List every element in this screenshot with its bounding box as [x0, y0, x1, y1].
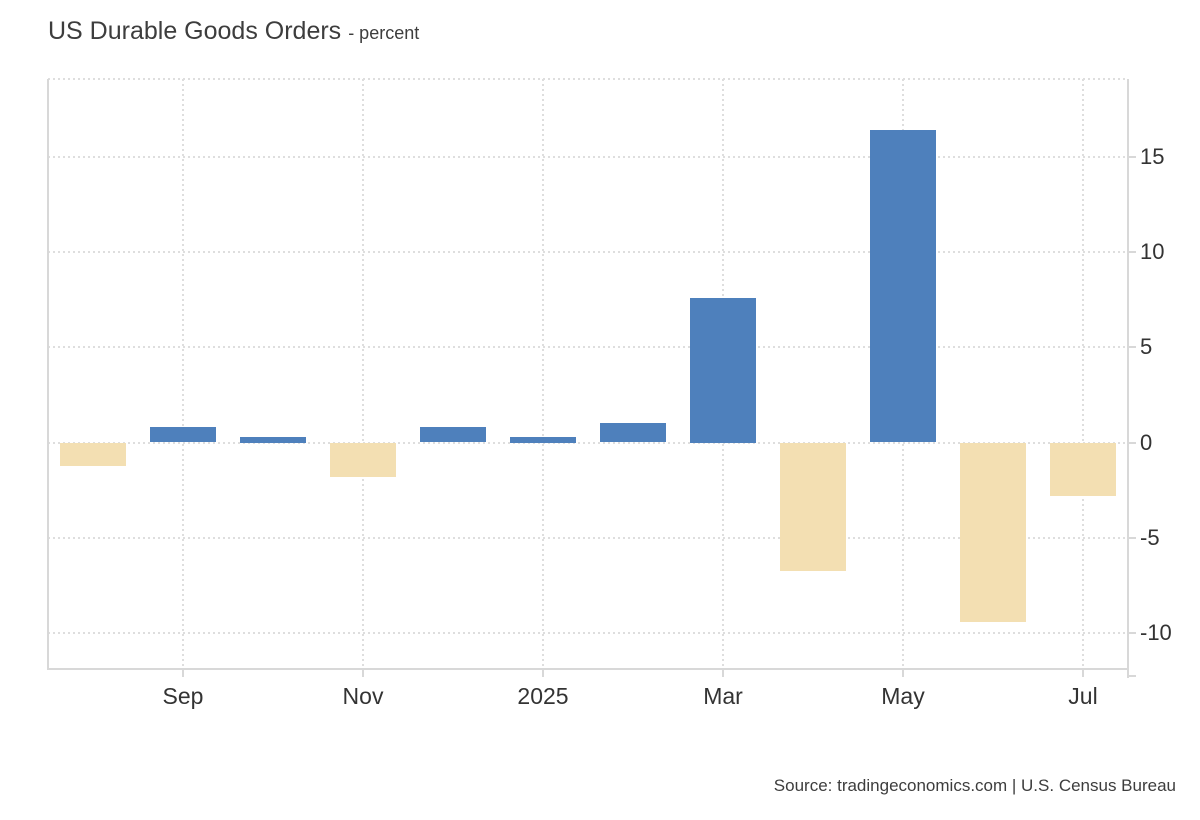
x-tick-mark — [902, 670, 904, 677]
gridline-x-Sep — [182, 79, 184, 669]
gridline-y-15 — [48, 156, 1128, 158]
page-subtitle: - percent — [348, 23, 420, 43]
x-tick-mark — [1082, 670, 1084, 677]
y-tick-mark — [1129, 442, 1136, 444]
gridline-y-10 — [48, 251, 1128, 253]
bar-9[interactable] — [870, 130, 936, 442]
gridline-x-Nov — [362, 79, 364, 669]
gridline-y-0 — [48, 442, 1128, 444]
x-tick-label: Nov — [342, 683, 384, 709]
x-tick-mark — [362, 670, 364, 677]
y-tick-label: 15 — [1140, 144, 1165, 169]
x-tick-label: May — [881, 683, 925, 709]
bar-11[interactable] — [1050, 443, 1116, 496]
y-tick-label: 10 — [1140, 239, 1165, 264]
y-axis-right — [1127, 79, 1129, 678]
y-tick-label: 5 — [1140, 334, 1153, 359]
bar-8[interactable] — [780, 443, 846, 571]
bar-4[interactable] — [420, 427, 486, 442]
x-tick-mark — [542, 670, 544, 677]
gridline-y--5 — [48, 537, 1128, 539]
bar-2[interactable] — [240, 437, 306, 443]
x-tick-label: Sep — [162, 683, 204, 709]
x-tick-mark — [182, 670, 184, 677]
x-tick-label: Jul — [1068, 683, 1098, 709]
x-axis-bottom — [47, 668, 1129, 670]
bar-5[interactable] — [510, 437, 576, 443]
bar-6[interactable] — [600, 423, 666, 442]
gridline-x-2025 — [542, 79, 544, 669]
plot-top-border — [48, 78, 1128, 80]
y-tick-mark — [1129, 156, 1136, 158]
bar-0[interactable] — [60, 443, 126, 466]
y-tick-mark — [1129, 251, 1136, 253]
gridline-x-Jul — [1082, 79, 1084, 669]
x-tick-mark — [722, 670, 724, 677]
gridline-y--10 — [48, 632, 1128, 634]
bar-10[interactable] — [960, 443, 1026, 622]
y-tick-label: -5 — [1140, 525, 1160, 550]
bar-7[interactable] — [690, 298, 756, 443]
x-tick-label: 2025 — [517, 683, 569, 709]
bar-3[interactable] — [330, 443, 396, 477]
y-axis-left — [47, 79, 49, 670]
gridline-y-5 — [48, 346, 1128, 348]
source-text: Source: tradingeconomics.com | U.S. Cens… — [773, 776, 1176, 795]
y-tick-mark — [1129, 632, 1136, 634]
bar-1[interactable] — [150, 427, 216, 442]
chart-title-row: US Durable Goods Orders - percent — [48, 17, 419, 46]
y-tick-mark — [1129, 537, 1136, 539]
y-tick-label: 0 — [1140, 430, 1153, 455]
y-tick-label: -10 — [1140, 620, 1172, 645]
x-tick-label: Mar — [703, 683, 743, 709]
y-axis-right-end-tick — [1127, 675, 1136, 677]
page-title: US Durable Goods Orders — [48, 17, 342, 45]
y-tick-mark — [1129, 346, 1136, 348]
